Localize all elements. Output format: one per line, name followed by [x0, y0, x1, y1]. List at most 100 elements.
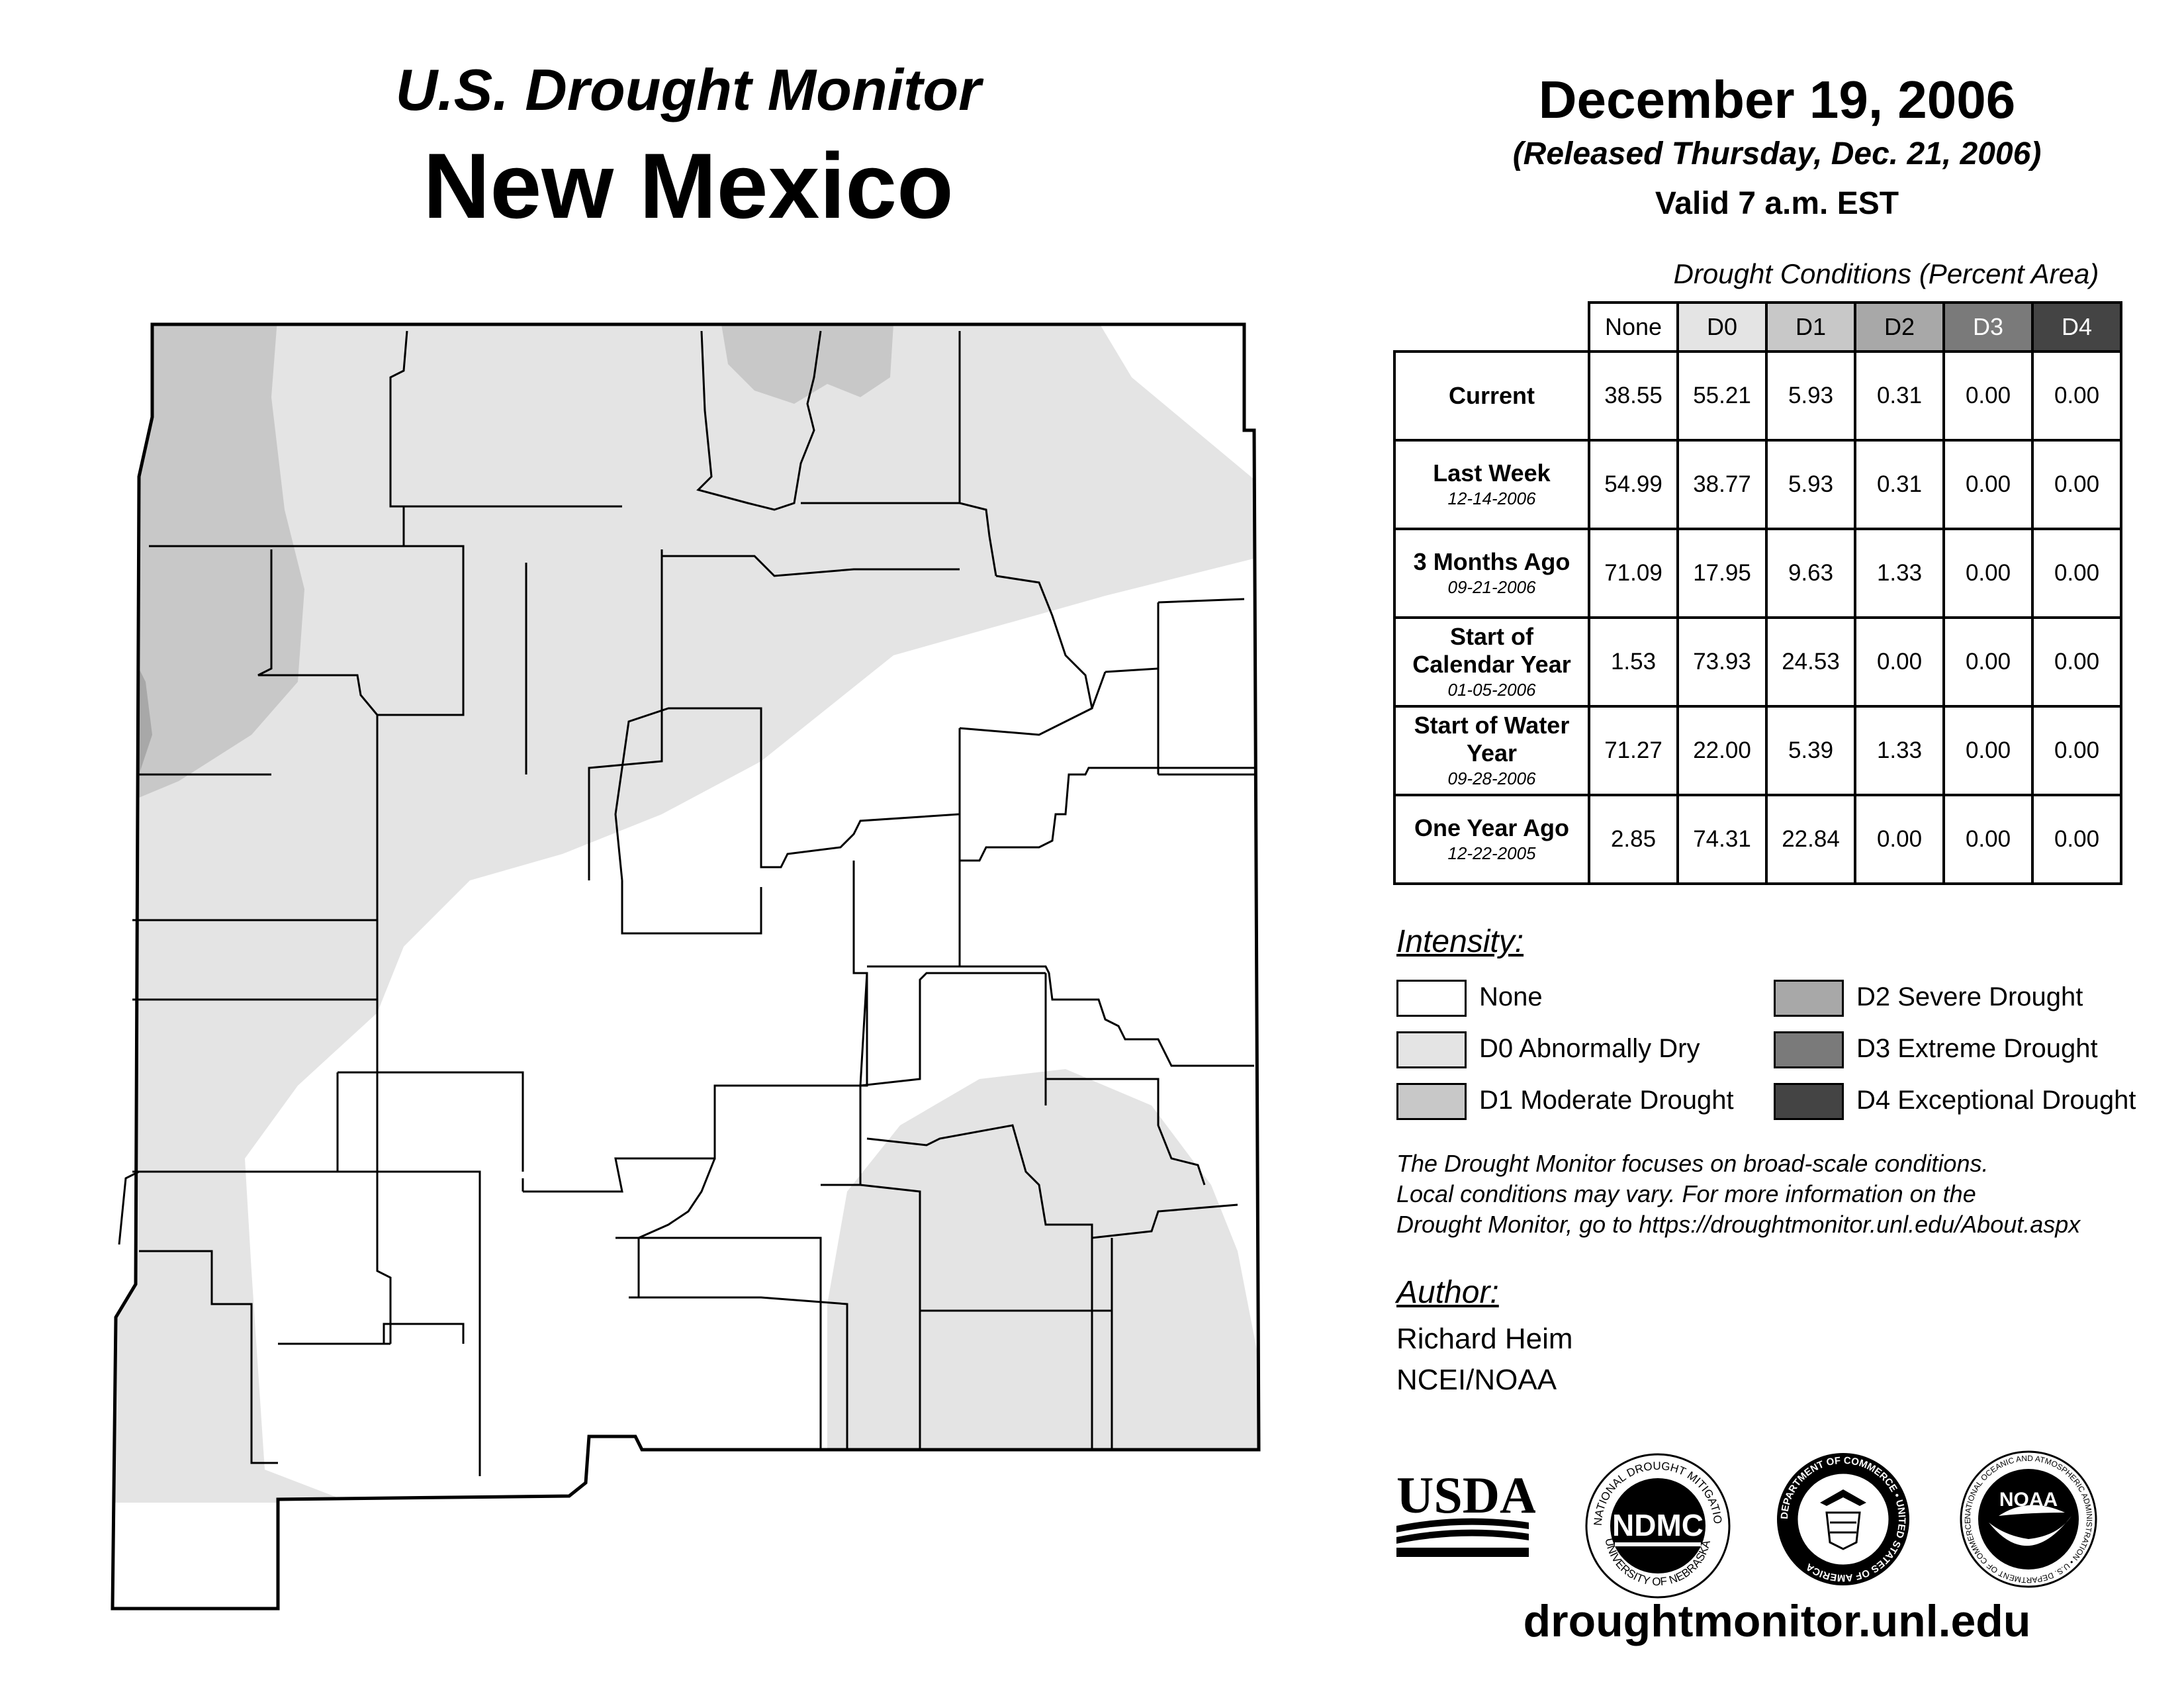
- header-d1: D1: [1765, 301, 1856, 353]
- table-cell: 0.00: [1942, 794, 2034, 885]
- table-cell: 5.39: [1765, 705, 1856, 796]
- table-row: 3 Months Ago 09-21-2006 71.09 17.95 9.63 …: [1393, 528, 2122, 619]
- table-cell: 0.00: [1942, 616, 2034, 708]
- row-label: Current: [1393, 350, 1590, 442]
- d1-area-north: [721, 324, 893, 404]
- table-row: Start of Water Year 09-28-2006 71.27 22.0…: [1393, 705, 2122, 796]
- table-cell: 1.53: [1588, 616, 1679, 708]
- table-cell: 1.33: [1854, 528, 1945, 619]
- row-label: Start of Water Year 09-28-2006: [1393, 705, 1590, 796]
- table-row: Current 38.55 55.21 5.93 0.31 0.00 0.00: [1393, 350, 2122, 442]
- table-row: Last Week 12-14-2006 54.99 38.77 5.93 0.3…: [1393, 439, 2122, 530]
- legend-label: None: [1479, 982, 1543, 1011]
- row-label: Start of Calendar Year 01-05-2006: [1393, 616, 1590, 708]
- drought-stats-table: None D0 D1 D2 D3 D4 Current 38.55 55.21 …: [1393, 301, 2122, 885]
- header-d3: D3: [1942, 301, 2034, 353]
- table-cell: 2.85: [1588, 794, 1679, 885]
- row-date: 01-05-2006: [1447, 680, 1536, 700]
- usda-logo: USDA: [1396, 1466, 1535, 1557]
- usda-logo-text: USDA: [1396, 1466, 1535, 1524]
- table-cell: 5.93: [1765, 350, 1856, 442]
- state-outline-icon: [111, 322, 1261, 1611]
- release-date: (Released Thursday, Dec. 21, 2006): [1512, 136, 2042, 171]
- legend-label: D0 Abnormally Dry: [1479, 1034, 1700, 1063]
- table-cell: 0.00: [1854, 794, 1945, 885]
- table-cell: 0.00: [1942, 705, 2034, 796]
- legend-swatch: [1774, 1031, 1844, 1068]
- table-cell: 0.00: [2031, 528, 2122, 619]
- header-d4: D4: [2031, 301, 2122, 353]
- table-header-row: None D0 D1 D2 D3 D4: [1394, 301, 2122, 353]
- row-date: 12-14-2006: [1447, 489, 1536, 508]
- table-cell: 71.09: [1588, 528, 1679, 619]
- table-cell: 0.00: [1942, 528, 2034, 619]
- row-title: One Year Ago: [1414, 814, 1570, 841]
- d1-area-west: [113, 324, 304, 814]
- table-cell: 1.33: [1854, 705, 1945, 796]
- author-title: Author:: [1396, 1275, 1499, 1310]
- table-cell: 55.21: [1676, 350, 1768, 442]
- table-cell: 0.00: [1942, 439, 2034, 530]
- table-cell: 0.00: [2031, 439, 2122, 530]
- valid-time: Valid 7 a.m. EST: [1655, 186, 1899, 221]
- map-date: December 19, 2006: [1538, 70, 2016, 129]
- table-cell: 38.55: [1588, 350, 1679, 442]
- row-date: 12-22-2005: [1447, 843, 1536, 863]
- table-cell: 0.00: [1854, 616, 1945, 708]
- row-label: One Year Ago 12-22-2005: [1393, 794, 1590, 885]
- legend-label: D2 Severe Drought: [1856, 982, 2083, 1011]
- row-title: 3 Months Ago: [1413, 548, 1570, 575]
- legend-label: D4 Exceptional Drought: [1856, 1086, 2136, 1115]
- table-cell: 22.84: [1765, 794, 1856, 885]
- legend-swatch: [1396, 1031, 1467, 1068]
- table-cell: 74.31: [1676, 794, 1768, 885]
- row-label: Last Week 12-14-2006: [1393, 439, 1590, 530]
- legend-swatch: [1774, 980, 1844, 1017]
- table-cell: 38.77: [1676, 439, 1768, 530]
- state-title: New Mexico: [423, 134, 954, 238]
- disclaimer: The Drought Monitor focuses on broad-sca…: [1396, 1149, 2080, 1240]
- table-title: Drought Conditions (Percent Area): [1673, 258, 2099, 289]
- d0-area-north: [113, 324, 1259, 1503]
- table-cell: 0.00: [2031, 794, 2122, 885]
- legend-title: Intensity:: [1396, 924, 1524, 959]
- row-date: 09-28-2006: [1447, 769, 1536, 788]
- table-cell: 0.00: [1942, 350, 2034, 442]
- legend-label: D3 Extreme Drought: [1856, 1034, 2098, 1063]
- row-title: Start of Water Year: [1414, 712, 1570, 767]
- table-cell: 22.00: [1676, 705, 1768, 796]
- disclaimer-line: The Drought Monitor focuses on broad-sca…: [1396, 1150, 1989, 1177]
- author-org: NCEI/NOAA: [1396, 1364, 1557, 1396]
- row-title: Current: [1448, 382, 1535, 409]
- table-cell: 0.00: [2031, 705, 2122, 796]
- noaa-logo: NATIONAL OCEANIC AND ATMOSPHERIC ADMINIS…: [1960, 1450, 2097, 1588]
- table-cell: 73.93: [1676, 616, 1768, 708]
- legend-swatch: [1396, 1083, 1467, 1120]
- disclaimer-line: Local conditions may vary. For more info…: [1396, 1180, 1976, 1207]
- commerce-seal-logo: DEPARTMENT OF COMMERCE • UNITED STATES O…: [1777, 1453, 1909, 1585]
- legend-swatch: [1396, 980, 1467, 1017]
- row-label: 3 Months Ago 09-21-2006: [1393, 528, 1590, 619]
- disclaimer-line: Drought Monitor, go to https://droughtmo…: [1396, 1211, 2081, 1238]
- table-cell: 0.00: [2031, 350, 2122, 442]
- table-cell: 17.95: [1676, 528, 1768, 619]
- d0-area-southeast: [827, 1069, 1259, 1456]
- ndmc-logo: NATIONAL DROUGHT MITIGATION CENTER UNIVE…: [1582, 1450, 1731, 1599]
- header-none: None: [1588, 301, 1679, 353]
- drought-areas: [113, 324, 1259, 1609]
- legend-swatch: [1774, 1083, 1844, 1120]
- ndmc-logo-text: NDMC: [1612, 1508, 1704, 1542]
- table-cell: 24.53: [1765, 616, 1856, 708]
- county-borders: [118, 330, 1254, 1476]
- row-title: Start of Calendar Year: [1412, 623, 1571, 678]
- table-row: Start of Calendar Year 01-05-2006 1.53 73…: [1393, 616, 2122, 708]
- main-title: U.S. Drought Monitor: [395, 57, 981, 122]
- drought-map: [111, 322, 1261, 1611]
- legend-label: D1 Moderate Drought: [1479, 1086, 1734, 1115]
- header-d0: D0: [1676, 301, 1768, 353]
- site-url[interactable]: droughtmonitor.unl.edu: [1523, 1596, 2031, 1646]
- author-name: Richard Heim: [1396, 1323, 1573, 1355]
- table-cell: 71.27: [1588, 705, 1679, 796]
- table-cell: 9.63: [1765, 528, 1856, 619]
- table-cell: 0.31: [1854, 439, 1945, 530]
